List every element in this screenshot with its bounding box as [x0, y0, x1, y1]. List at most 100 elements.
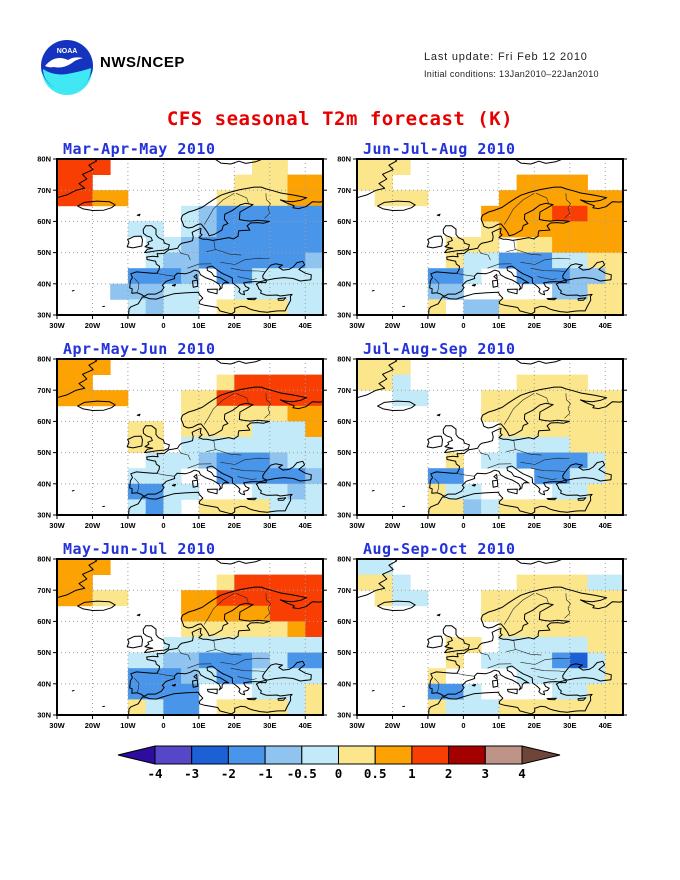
country-border — [564, 393, 571, 419]
anomaly-cell — [287, 668, 306, 685]
lon-axis-label: 0 — [161, 521, 165, 530]
anomaly-cell — [198, 252, 217, 269]
coastline — [56, 358, 98, 399]
anomaly-cell — [569, 374, 588, 391]
anomaly-cell — [374, 174, 393, 191]
lon-axis-label: 30W — [349, 321, 365, 330]
coastline — [192, 279, 199, 288]
forecast-map: 30W 20W 10W 0 10E 20E 30E 40E 80N 70N 60N 50N 40N 30N — [337, 356, 627, 530]
anomaly-cell — [305, 252, 324, 269]
anomaly-cell — [198, 499, 217, 516]
anomaly-cell — [145, 652, 164, 669]
lon-axis-label: 0 — [461, 721, 465, 730]
anomaly-cell — [587, 405, 606, 422]
coastline — [442, 625, 470, 654]
anomaly-cell — [605, 574, 624, 591]
anomaly-cell — [534, 268, 553, 285]
anomaly-cell — [287, 221, 306, 238]
anomaly-cell — [463, 637, 482, 653]
anomaly-cell — [587, 621, 606, 638]
anomaly-cell — [216, 652, 235, 669]
anomaly-cell — [569, 174, 588, 191]
anomaly-cell — [605, 621, 624, 638]
forecast-panel-mjj: May-Jun-Jul 2010 30W 20W 10W 0 10E 20E 30E 40E 80… — [29, 540, 339, 740]
org-name: NWS/NCEP — [100, 54, 185, 71]
lat-axis-label: 60N — [337, 417, 351, 426]
country-border — [564, 193, 571, 219]
anomaly-cell — [74, 559, 93, 575]
anomaly-cell — [181, 605, 200, 622]
anomaly-cell — [234, 299, 253, 316]
anomaly-cell — [410, 590, 429, 607]
colorbar: -4 -3 -2 -1 -0.5 0 0.5 1 2 3 4 — [80, 740, 600, 789]
anomaly-cell — [516, 221, 535, 238]
coastline — [77, 600, 116, 611]
coastline — [506, 688, 518, 695]
anomaly-cell — [252, 574, 271, 591]
anomaly-cell — [445, 452, 464, 469]
coastline — [562, 460, 612, 482]
lat-axis-label: 50N — [37, 648, 51, 657]
anomaly-cell — [605, 221, 624, 238]
country-border — [235, 393, 249, 404]
colorbar-segment — [448, 745, 486, 765]
coastline — [214, 158, 263, 165]
anomaly-cell — [287, 605, 306, 622]
lat-axis-label: 50N — [37, 248, 51, 257]
anomaly-cell — [498, 205, 517, 222]
anomaly-cell — [287, 205, 306, 222]
country-border — [178, 649, 191, 661]
coastline — [443, 669, 495, 697]
anomaly-cell — [305, 437, 324, 453]
anomaly-cell — [552, 390, 571, 407]
anomaly-cell — [569, 437, 588, 453]
anomaly-cell — [127, 299, 146, 316]
anomaly-cell — [463, 499, 482, 516]
lon-axis-label: 10E — [192, 721, 205, 730]
anomaly-cell — [605, 483, 624, 500]
coastline — [514, 358, 563, 365]
anomaly-cell — [287, 237, 306, 253]
coastline — [471, 283, 476, 287]
country-border — [203, 193, 235, 225]
anomaly-cell — [605, 405, 624, 422]
anomaly-cell — [516, 421, 535, 438]
anomaly-cell — [74, 390, 93, 407]
anomaly-cell — [516, 637, 535, 653]
anomaly-cell — [605, 699, 624, 716]
lat-axis-label: 80N — [337, 356, 351, 364]
country-border — [187, 663, 212, 669]
lat-axis-label: 50N — [337, 248, 351, 257]
anomaly-cell — [305, 237, 324, 253]
anomaly-cell — [287, 452, 306, 469]
anomaly-cell — [605, 237, 624, 253]
country-border — [187, 263, 212, 269]
anomaly-cell — [516, 174, 535, 191]
coastline — [426, 235, 443, 249]
anomaly-cell — [605, 268, 624, 285]
anomaly-cell — [481, 205, 500, 222]
coastline — [192, 479, 199, 488]
anomaly-cell — [92, 390, 111, 407]
coastline — [471, 683, 476, 687]
anomaly-cell — [252, 159, 271, 175]
anomaly-cell — [445, 652, 464, 669]
anomaly-cell — [605, 421, 624, 438]
lon-axis-label: 10E — [492, 321, 505, 330]
anomaly-cell — [552, 190, 571, 207]
forecast-map: 30W 20W 10W 0 10E 20E 30E 40E 80N 70N 60N 50N 40N 30N — [337, 556, 627, 730]
anomaly-cell — [145, 668, 164, 685]
anomaly-cell — [252, 637, 271, 653]
colorbar-segment — [154, 745, 193, 765]
anomaly-cell — [498, 190, 517, 207]
lat-axis-label: 50N — [337, 448, 351, 457]
anomaly-cell — [534, 468, 553, 485]
lat-axis-label: 80N — [37, 556, 51, 564]
country-border — [564, 593, 571, 619]
anomaly-cell — [392, 359, 411, 375]
anomaly-cell — [498, 221, 517, 238]
coastline — [506, 488, 518, 495]
lon-axis-label: 0 — [461, 521, 465, 530]
coastline — [428, 680, 593, 716]
country-border — [134, 477, 140, 493]
